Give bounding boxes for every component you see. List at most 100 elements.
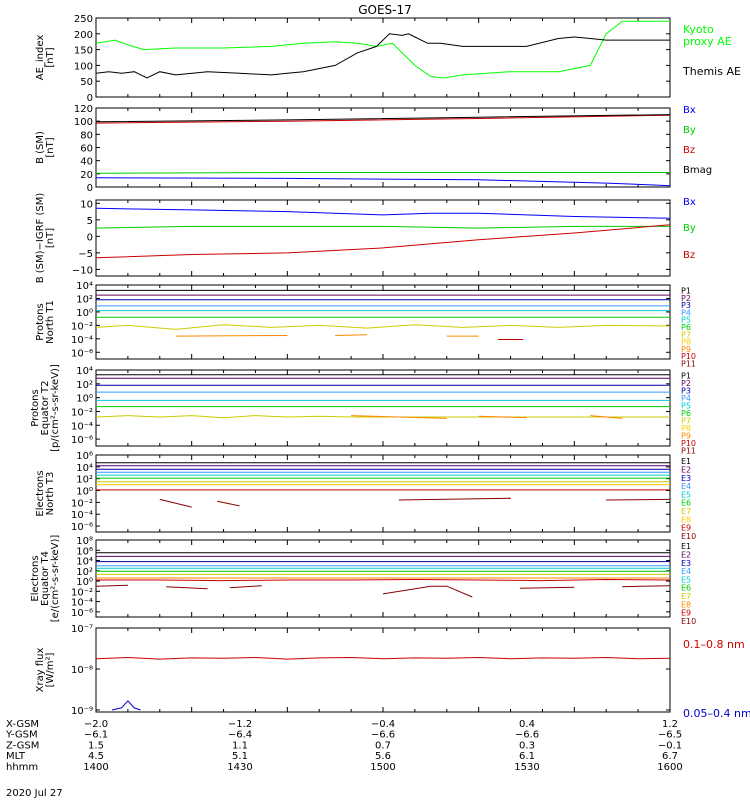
legend-entry: P3 [681, 301, 691, 310]
x-axis-row-label: hhmm [6, 762, 38, 773]
legend-entry: P8 [681, 424, 691, 433]
x-axis-row-label: MLT [6, 751, 26, 762]
legend-entry: proxy AE [683, 35, 732, 48]
series-line-e10 [520, 586, 575, 589]
y-tick-label: 10⁰ [76, 394, 93, 405]
y-tick-label: 10⁻² [71, 498, 93, 509]
y-axis-label: Protons [35, 303, 46, 340]
series-line-p9 [175, 335, 288, 337]
date-label: 2020 Jul 27 [6, 788, 63, 799]
y-axis-label: Electrons [30, 555, 41, 601]
series-line-bx [96, 207, 670, 219]
legend-entry: P7 [681, 416, 691, 425]
y-axis-label: [e/(cm²-s-sr-keV)] [50, 535, 61, 623]
y-axis-label: AE_index [35, 35, 46, 81]
y-tick-label: −5 [78, 249, 93, 260]
series-line-e10 [622, 585, 670, 588]
x-axis-value: 1.5 [88, 740, 104, 751]
legend-entry: P6 [681, 409, 691, 418]
y-tick-label: 10² [76, 294, 93, 305]
y-tick-label: −10 [72, 265, 93, 276]
x-axis-value: −6.5 [658, 730, 682, 741]
legend-entry: P2 [681, 294, 691, 303]
y-axis-label: B (SM) [35, 131, 46, 164]
x-axis-value: 6.7 [662, 751, 678, 762]
y-axis-label: [W/m²] [45, 652, 56, 687]
legend-entry: Bx [683, 197, 696, 208]
legend-entry: E6 [681, 499, 691, 508]
y-tick-label: 250 [74, 14, 93, 25]
series-line-p7 [96, 324, 670, 330]
y-tick-label: 60 [80, 144, 93, 155]
legend-entry: P11 [681, 446, 696, 455]
y-tick-label: 10⁻⁴ [71, 335, 93, 346]
series-line-p9 [478, 415, 527, 419]
series-line-bmag [96, 114, 670, 123]
y-axis-label: [nT] [45, 47, 56, 67]
x-axis-value: 1500 [370, 762, 395, 773]
y-tick-label: 5 [87, 216, 93, 227]
y-tick-label: 120 [74, 104, 93, 115]
legend-entry: P8 [681, 338, 691, 347]
legend-entry: E5 [681, 490, 691, 499]
series-line-by [96, 225, 670, 229]
legend-entry: P4 [681, 308, 691, 317]
series-line-e10 [159, 498, 192, 508]
legend-entry: P4 [681, 394, 691, 403]
y-tick-label: 50 [80, 77, 93, 88]
y-axis-label: North T1 [45, 300, 56, 344]
y-tick-label: 10² [76, 380, 93, 391]
y-tick-label: 10⁰ [76, 487, 93, 498]
legend-entry: By [683, 125, 696, 136]
x-axis-value: −6.1 [84, 730, 108, 741]
y-tick-label: 10⁻⁶ [71, 608, 93, 619]
x-axis-value: 1530 [514, 762, 539, 773]
x-axis-value: 4.5 [88, 751, 104, 762]
legend-entry: Themis AE [682, 65, 741, 78]
y-tick-label: 10⁴ [76, 463, 93, 474]
y-tick-label: 10⁻⁷ [71, 624, 93, 635]
x-axis-row-label: Y-GSM [5, 730, 38, 741]
y-tick-label: 10⁻⁹ [71, 706, 93, 717]
legend-entry: Bmag [683, 165, 712, 176]
legend-entry: P2 [681, 379, 691, 388]
legend-entry: E4 [681, 482, 691, 491]
y-tick-label: 150 [74, 46, 93, 57]
x-axis-value: −0.1 [658, 740, 682, 751]
series-line-e10 [217, 500, 240, 507]
series-line-p9 [335, 334, 368, 336]
series-line-e10 [96, 584, 128, 587]
legend-entry: P5 [681, 316, 691, 325]
panel-frame [95, 627, 671, 713]
y-tick-label: 10² [76, 475, 93, 486]
legend-entry: E10 [681, 532, 696, 541]
x-axis-value: 6.1 [519, 751, 535, 762]
panel-frame [95, 17, 671, 98]
series-line-bz [96, 114, 670, 124]
legend-entry: E1 [681, 457, 691, 466]
y-tick-label: 10⁸ [76, 536, 93, 547]
x-axis-value: 1600 [657, 762, 682, 773]
x-axis-row-label: Z-GSM [6, 740, 39, 751]
y-tick-label: 80 [80, 130, 93, 141]
panel-4: 10⁴ 10² 10⁰ 10⁻² 10⁻⁴ 10⁻⁶ Protons North T1 P1P2… [35, 281, 696, 368]
y-tick-label: 10⁻⁶ [71, 348, 93, 359]
legend-entry: P7 [681, 330, 691, 339]
y-axis-label: [p/(cm²-s-sr-keV)] [50, 364, 61, 452]
series-line-e10 [382, 585, 473, 598]
legend-entry: P9 [681, 345, 691, 354]
legend-entry: E6 [681, 584, 691, 593]
x-axis-value: 0.4 [519, 719, 535, 730]
y-tick-label: 20 [80, 170, 93, 181]
legend-entry: E9 [681, 609, 691, 618]
legend-entry: P6 [681, 323, 691, 332]
panel-8: 10⁻⁷ 10⁻⁸ 10⁻⁹ Xray flux [W/m²] 0.1–0.8 nm 0.0… [35, 624, 750, 720]
series-line-by [96, 172, 670, 174]
legend-entry: E8 [681, 600, 691, 609]
y-tick-label: 10⁰ [76, 308, 93, 319]
y-tick-label: 10⁻⁴ [71, 598, 93, 609]
legend-entry: E2 [681, 550, 691, 559]
